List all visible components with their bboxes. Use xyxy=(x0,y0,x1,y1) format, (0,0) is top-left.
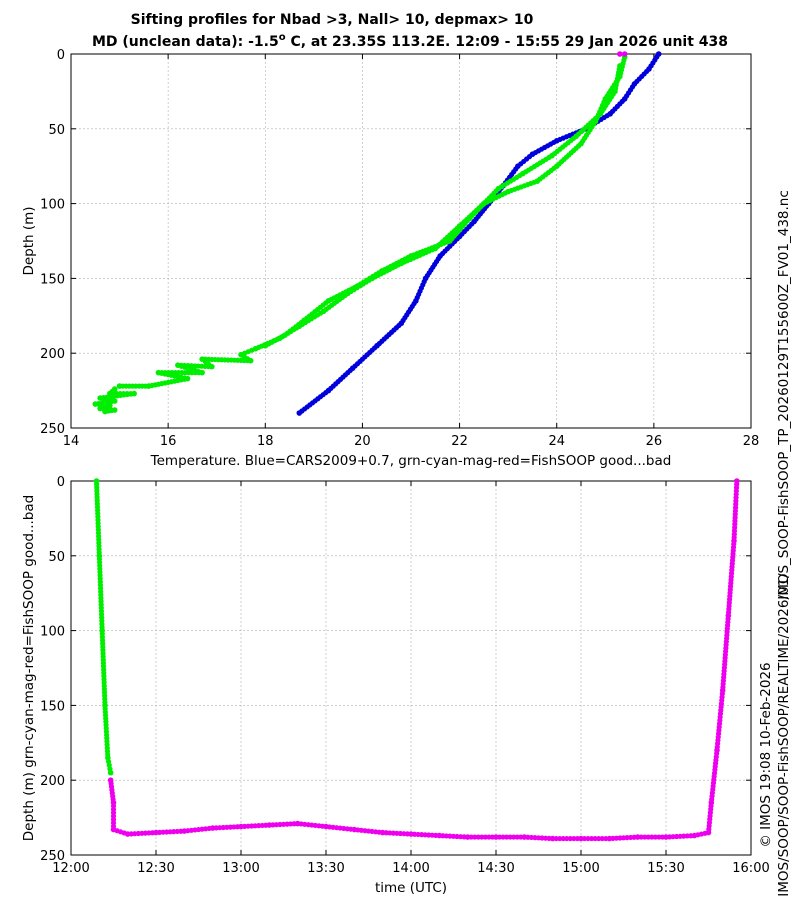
time-depth-plot: 12:00 12:30 13:00 13:30 14:00 14:30 15:00 15:30… xyxy=(21,475,770,896)
y-tick-label: 100 xyxy=(40,198,65,213)
data-point xyxy=(262,342,269,349)
side-copyright: © IMOS 19:08 10-Feb-2026 xyxy=(758,662,774,847)
data-point xyxy=(102,408,108,415)
data-point xyxy=(296,410,303,416)
y-tick-label: 150 xyxy=(40,699,65,714)
x-tick-label: 13:00 xyxy=(222,861,259,876)
data-point xyxy=(734,478,740,484)
x-axis-label: Temperature. Blue=CARS2009+0.7, grn-cyan… xyxy=(150,453,672,469)
x-tick-label: 20 xyxy=(354,434,371,449)
x-axis-label: time (UTC) xyxy=(375,880,447,896)
temperature-depth-plot: 14 16 18 20 22 24 26 28 0 50 100 150 200 250 Temperatu… xyxy=(21,48,759,469)
x-tick-label: 14 xyxy=(63,434,80,449)
title-line-2-prefix: MD (unclean data): -1.5 xyxy=(92,34,279,50)
series-bottom-ascent-bad xyxy=(107,478,740,842)
side-path: IMOS/SOOP/SOOP-FishSOOP/REALTIME/2026/01… xyxy=(776,573,792,897)
y-tick-label: 150 xyxy=(40,272,65,287)
x-tick-label: 15:30 xyxy=(647,861,684,876)
series-fishsoop-good-second-trace- xyxy=(262,63,623,349)
y-tick-label: 50 xyxy=(48,123,65,138)
y-tick-label: 50 xyxy=(48,550,65,565)
data-point xyxy=(621,51,628,57)
y-axis-label: Depth (m) xyxy=(21,206,37,275)
x-tick-label: 15:00 xyxy=(562,861,599,876)
data-point xyxy=(617,51,623,57)
series-descent-good xyxy=(93,478,114,776)
y-tick-label: 0 xyxy=(57,48,65,63)
data-point xyxy=(116,383,123,389)
x-tick-label: 12:00 xyxy=(52,861,89,876)
x-tick-label: 14:00 xyxy=(392,861,429,876)
y-tick-label: 200 xyxy=(40,774,65,789)
y-tick-label: 100 xyxy=(40,625,65,640)
title-line-2-suffix: C, at 23.35S 113.2E. 12:09 - 15:55 29 Ja… xyxy=(286,34,728,50)
y-tick-label: 250 xyxy=(40,849,65,864)
y-tick-label: 0 xyxy=(57,475,65,490)
x-tick-label: 28 xyxy=(743,434,760,449)
x-tick-label: 14:30 xyxy=(477,861,514,876)
x-tick-label: 16 xyxy=(160,434,177,449)
title-degree-sign: o xyxy=(279,32,286,43)
x-tick-label: 22 xyxy=(451,434,468,449)
y-tick-label: 250 xyxy=(40,422,65,437)
y-axis-label: Depth (m) grn-cyan-mag-red=FishSOOP good… xyxy=(21,495,37,841)
x-tick-label: 18 xyxy=(257,434,274,449)
x-tick-label: 26 xyxy=(646,434,663,449)
x-tick-label: 16:00 xyxy=(732,861,769,876)
title-line-2: MD (unclean data): -1.5o C, at 23.35S 11… xyxy=(92,32,728,50)
x-tick-label: 13:30 xyxy=(307,861,344,876)
title-line-1: Sifting profiles for Nbad >3, Nall> 10, … xyxy=(131,12,534,28)
data-point xyxy=(107,769,114,776)
series-fishsoop-bad-surface- xyxy=(617,51,628,57)
y-tick-label: 200 xyxy=(40,347,65,362)
side-filename: IMOS_SOOP-FishSOOP_TP_20260129T155600Z_F… xyxy=(776,190,792,600)
x-tick-label: 24 xyxy=(548,434,565,449)
plot-frame xyxy=(70,53,752,429)
x-tick-label: 12:30 xyxy=(137,861,174,876)
